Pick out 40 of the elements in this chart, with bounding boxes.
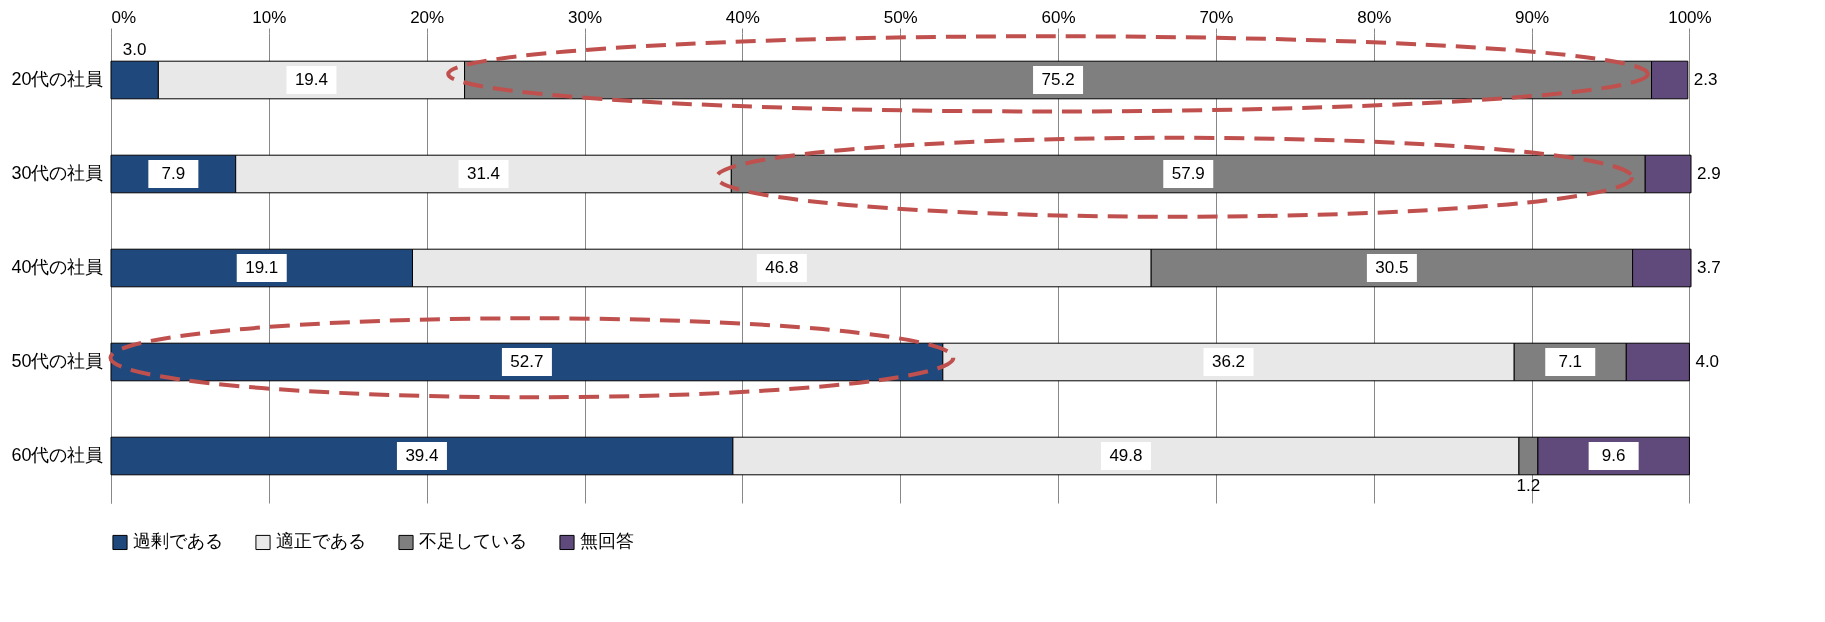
- data-label: 57.9: [1171, 164, 1205, 183]
- x-tick-label: 80%: [1357, 7, 1392, 27]
- y-tick-label: 50代の社員: [11, 351, 104, 371]
- data-label: 49.8: [1109, 446, 1143, 465]
- x-tick-label: 0%: [111, 7, 137, 27]
- x-tick-label: 100%: [1668, 7, 1712, 27]
- data-label: 39.4: [405, 446, 439, 465]
- data-label: 1.2: [1516, 476, 1541, 495]
- data-label: 3.0: [122, 40, 147, 59]
- y-tick-label: 20代の社員: [11, 69, 104, 89]
- data-label: 36.2: [1211, 352, 1246, 371]
- data-label: 7.1: [1558, 352, 1583, 371]
- data-label: 19.4: [294, 70, 329, 89]
- x-tick-label: 40%: [725, 7, 760, 27]
- data-label: 7.9: [161, 164, 186, 183]
- data-label: 75.2: [1041, 70, 1075, 89]
- data-label: 30.5: [1375, 258, 1409, 277]
- x-tick-label: 10%: [252, 7, 287, 27]
- x-tick-label: 20%: [410, 7, 445, 27]
- x-tick-label: 50%: [883, 7, 918, 27]
- x-tick-label: 60%: [1041, 7, 1076, 27]
- data-label: 3.7: [1697, 258, 1721, 277]
- x-tick-label: 30%: [568, 7, 603, 27]
- data-label: 2.9: [1697, 164, 1721, 183]
- legend-label: 不足している: [419, 531, 527, 552]
- data-label: 19.1: [245, 258, 279, 277]
- x-tick-label: 90%: [1515, 7, 1550, 27]
- data-label: 4.0: [1695, 352, 1720, 371]
- data-label: 2.3: [1693, 70, 1718, 89]
- data-label: 46.8: [765, 258, 799, 277]
- y-tick-label: 40代の社員: [11, 257, 104, 277]
- y-tick-label: 30代の社員: [11, 163, 104, 183]
- data-label: 9.6: [1601, 446, 1626, 465]
- legend-label: 過剰である: [133, 531, 223, 552]
- data-label: 31.4: [466, 164, 501, 183]
- y-tick-label: 60代の社員: [11, 445, 104, 465]
- x-tick-label: 70%: [1199, 7, 1234, 27]
- legend-label: 無回答: [580, 531, 634, 552]
- data-label: 52.7: [510, 352, 544, 371]
- legend-label: 適正である: [276, 531, 366, 552]
